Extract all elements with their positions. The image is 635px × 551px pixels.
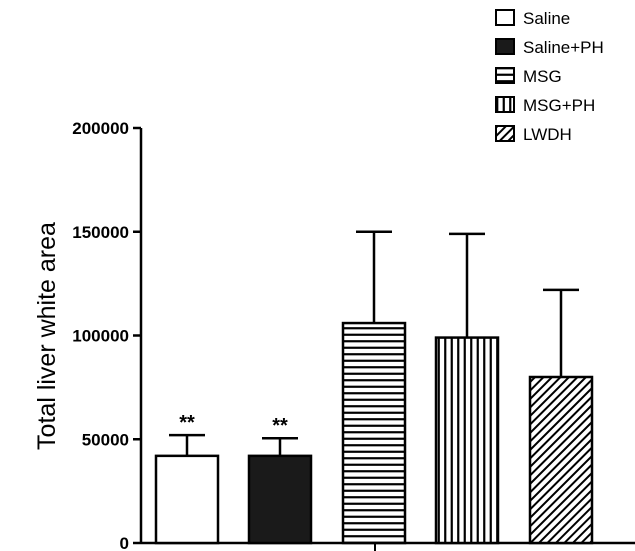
legend-label: Saline [523, 9, 570, 28]
bars-group: ** ** [154, 230, 594, 545]
bar-lwdh [528, 375, 594, 545]
y-tick-label: 150000 [72, 223, 129, 242]
legend-label: LWDH [523, 125, 572, 144]
bar-saline-ph [247, 454, 313, 545]
bar-msg-ph [434, 336, 500, 545]
y-axis-label: Total liver white area [33, 222, 61, 450]
legend: Saline Saline+PH MSG MSG+PH LWDH [495, 9, 604, 144]
y-tick-label: 200000 [72, 119, 129, 138]
y-tick-label: 100000 [72, 327, 129, 346]
bar-saline [154, 454, 220, 545]
bar-msg [341, 321, 407, 545]
significance-label: ** [179, 412, 195, 434]
y-tick-label: 0 [120, 534, 129, 551]
legend-swatch [495, 125, 515, 142]
legend-swatch [495, 9, 515, 26]
legend-label: MSG [523, 67, 562, 86]
legend-swatch [495, 38, 515, 55]
legend-label: Saline+PH [523, 38, 604, 57]
y-axis-ticks: 0 50000 100000 150000 200000 [72, 119, 141, 551]
legend-swatch [495, 67, 515, 84]
legend-swatch [495, 96, 515, 113]
y-tick-label: 50000 [82, 430, 129, 449]
significance-label: ** [272, 415, 288, 437]
legend-label: MSG+PH [523, 96, 595, 115]
